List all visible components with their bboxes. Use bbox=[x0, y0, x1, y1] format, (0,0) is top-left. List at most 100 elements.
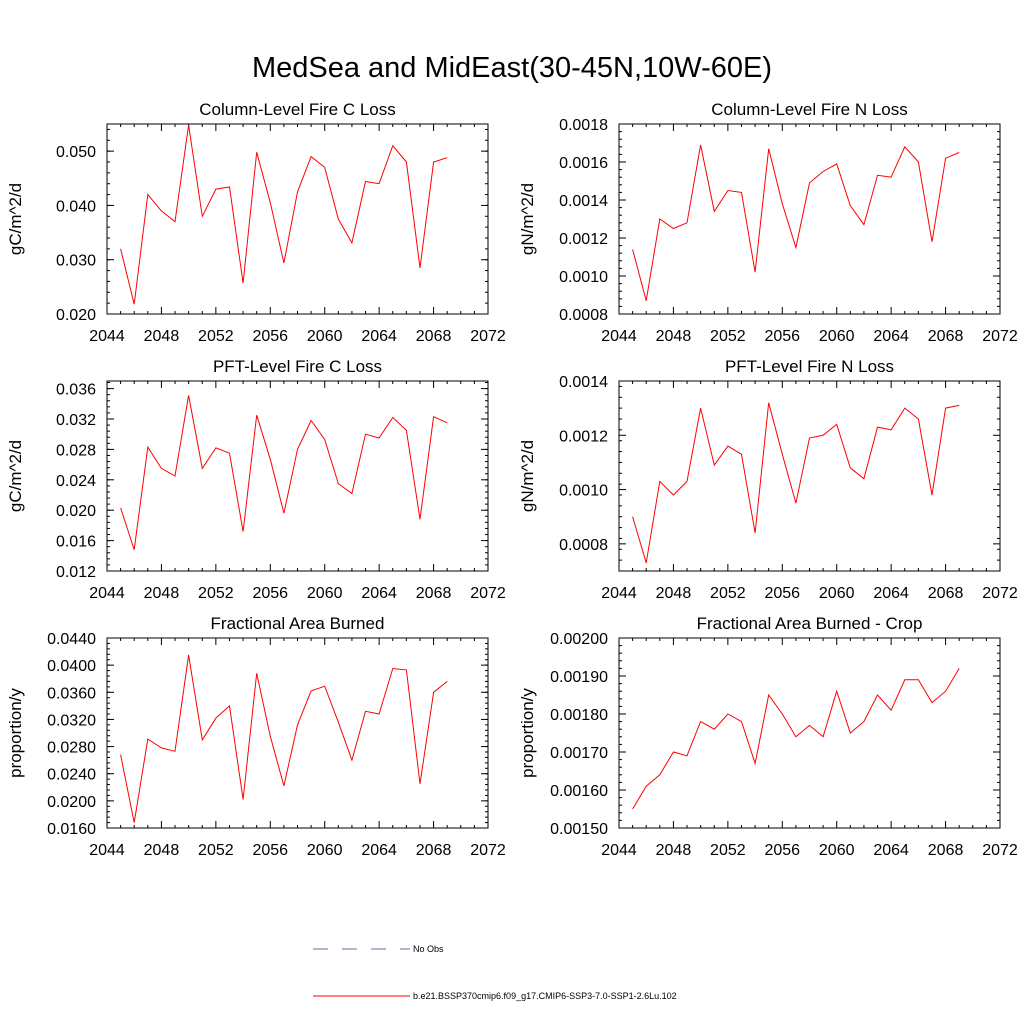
x-tick-label: 2044 bbox=[89, 328, 125, 345]
y-tick-label: 0.012 bbox=[56, 564, 96, 581]
panel-title: PFT-Level Fire C Loss bbox=[213, 357, 382, 376]
y-tick-label: 0.0010 bbox=[559, 269, 608, 286]
series-line bbox=[120, 395, 448, 550]
y-tick-label: 0.0440 bbox=[47, 631, 96, 648]
x-tick-label: 2052 bbox=[710, 842, 746, 859]
plot-frame bbox=[106, 380, 489, 572]
x-tick-label: 2064 bbox=[873, 842, 909, 859]
y-tick-label: 0.00180 bbox=[550, 707, 608, 724]
x-tick-label: 2056 bbox=[252, 842, 288, 859]
x-tick-label: 2056 bbox=[764, 328, 800, 345]
series-line bbox=[632, 668, 960, 810]
y-axis-label: proportion/y bbox=[6, 688, 25, 778]
x-tick-label: 2048 bbox=[656, 585, 692, 602]
x-tick-label: 2060 bbox=[819, 585, 855, 602]
x-tick-label: 2068 bbox=[416, 328, 452, 345]
y-tick-label: 0.0280 bbox=[47, 740, 96, 757]
x-tick-label: 2044 bbox=[89, 585, 125, 602]
x-tick-label: 2064 bbox=[873, 585, 909, 602]
plot-frame bbox=[618, 637, 1001, 829]
y-axis-label: gC/m^2/d bbox=[6, 440, 25, 512]
x-tick-label: 2056 bbox=[252, 328, 288, 345]
y-tick-label: 0.00200 bbox=[550, 631, 608, 648]
series-line bbox=[120, 125, 448, 305]
y-tick-label: 0.0400 bbox=[47, 658, 96, 675]
panel-title: Column-Level Fire C Loss bbox=[199, 100, 396, 119]
x-tick-label: 2048 bbox=[144, 328, 180, 345]
x-tick-label: 2056 bbox=[252, 585, 288, 602]
y-tick-label: 0.0320 bbox=[47, 712, 96, 729]
y-tick-label: 0.00170 bbox=[550, 745, 608, 762]
y-tick-label: 0.0014 bbox=[559, 193, 608, 210]
x-tick-label: 2052 bbox=[198, 842, 234, 859]
x-tick-label: 2068 bbox=[928, 585, 964, 602]
y-tick-label: 0.0012 bbox=[559, 231, 608, 248]
plot-frame bbox=[106, 637, 489, 829]
figure-title: MedSea and MidEast(30-45N,10W-60E) bbox=[252, 52, 772, 84]
x-tick-label: 2072 bbox=[470, 842, 506, 859]
y-tick-label: 0.030 bbox=[56, 253, 96, 270]
y-tick-label: 0.0014 bbox=[559, 374, 608, 391]
y-tick-label: 0.0160 bbox=[47, 821, 96, 838]
x-tick-label: 2064 bbox=[873, 328, 909, 345]
x-tick-label: 2052 bbox=[198, 328, 234, 345]
y-tick-label: 0.0008 bbox=[559, 307, 608, 324]
x-tick-label: 2068 bbox=[928, 842, 964, 859]
legend-obs-label: No Obs bbox=[413, 944, 444, 954]
y-tick-label: 0.024 bbox=[56, 473, 96, 490]
x-tick-label: 2056 bbox=[764, 842, 800, 859]
series-line bbox=[120, 654, 448, 823]
x-tick-label: 2072 bbox=[982, 585, 1018, 602]
panel-3: PFT-Level Fire C Loss 2044 2048 2052 2056 206… bbox=[6, 357, 506, 602]
series-line bbox=[632, 402, 960, 564]
y-tick-label: 0.040 bbox=[56, 198, 96, 215]
x-tick-label: 2068 bbox=[416, 585, 452, 602]
x-tick-label: 2064 bbox=[361, 328, 397, 345]
panels: Column-Level Fire C Loss 2044 2048 2052 2056… bbox=[6, 100, 1018, 859]
x-tick-label: 2064 bbox=[361, 842, 397, 859]
series-line bbox=[632, 144, 960, 301]
x-tick-label: 2052 bbox=[198, 585, 234, 602]
y-tick-label: 0.00190 bbox=[550, 669, 608, 686]
panel-title: Column-Level Fire N Loss bbox=[711, 100, 908, 119]
x-tick-label: 2068 bbox=[928, 328, 964, 345]
x-tick-label: 2052 bbox=[710, 328, 746, 345]
x-tick-label: 2048 bbox=[144, 585, 180, 602]
legend-model-label: b.e21.BSSP370cmip6.f09_g17.CMIP6-SSP3-7.… bbox=[413, 991, 677, 1001]
x-tick-label: 2048 bbox=[144, 842, 180, 859]
y-tick-label: 0.0018 bbox=[559, 117, 608, 134]
x-tick-label: 2048 bbox=[656, 842, 692, 859]
panel-5: Fractional Area Burned 2044 2048 2052 2056 20… bbox=[6, 614, 506, 859]
x-tick-label: 2060 bbox=[307, 585, 343, 602]
x-tick-label: 2072 bbox=[982, 842, 1018, 859]
x-tick-label: 2056 bbox=[764, 585, 800, 602]
y-tick-label: 0.00150 bbox=[550, 821, 608, 838]
panel-title: Fractional Area Burned bbox=[211, 614, 385, 633]
x-tick-label: 2068 bbox=[416, 842, 452, 859]
y-tick-label: 0.020 bbox=[56, 503, 96, 520]
y-tick-label: 0.0200 bbox=[47, 794, 96, 811]
y-tick-label: 0.0360 bbox=[47, 685, 96, 702]
y-tick-label: 0.050 bbox=[56, 144, 96, 161]
x-tick-label: 2072 bbox=[470, 328, 506, 345]
x-tick-label: 2048 bbox=[656, 328, 692, 345]
plot-frame bbox=[618, 380, 1001, 572]
x-tick-label: 2060 bbox=[307, 842, 343, 859]
panel-6: Fractional Area Burned - Crop 2044 2048 205… bbox=[518, 614, 1018, 859]
plot-frame bbox=[618, 123, 1001, 315]
y-tick-label: 0.020 bbox=[56, 307, 96, 324]
x-tick-label: 2044 bbox=[601, 842, 637, 859]
y-axis-label: proportion/y bbox=[518, 688, 537, 778]
plot-frame bbox=[106, 123, 489, 315]
y-axis-label: gC/m^2/d bbox=[6, 183, 25, 255]
y-tick-label: 0.016 bbox=[56, 534, 96, 551]
x-tick-label: 2072 bbox=[982, 328, 1018, 345]
y-tick-label: 0.0010 bbox=[559, 483, 608, 500]
x-tick-label: 2060 bbox=[819, 328, 855, 345]
y-tick-label: 0.036 bbox=[56, 382, 96, 399]
x-tick-label: 2044 bbox=[89, 842, 125, 859]
x-tick-label: 2044 bbox=[601, 585, 637, 602]
panel-1: Column-Level Fire C Loss 2044 2048 2052 2056… bbox=[6, 100, 506, 345]
y-tick-label: 0.028 bbox=[56, 442, 96, 459]
panel-4: PFT-Level Fire N Loss 2044 2048 2052 2056 206… bbox=[518, 357, 1018, 602]
